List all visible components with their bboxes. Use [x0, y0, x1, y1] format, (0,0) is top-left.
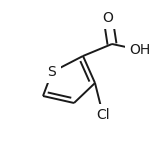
Text: O: O [103, 11, 113, 25]
Text: S: S [48, 65, 56, 79]
Text: OH: OH [129, 43, 151, 57]
Text: Cl: Cl [96, 108, 110, 122]
